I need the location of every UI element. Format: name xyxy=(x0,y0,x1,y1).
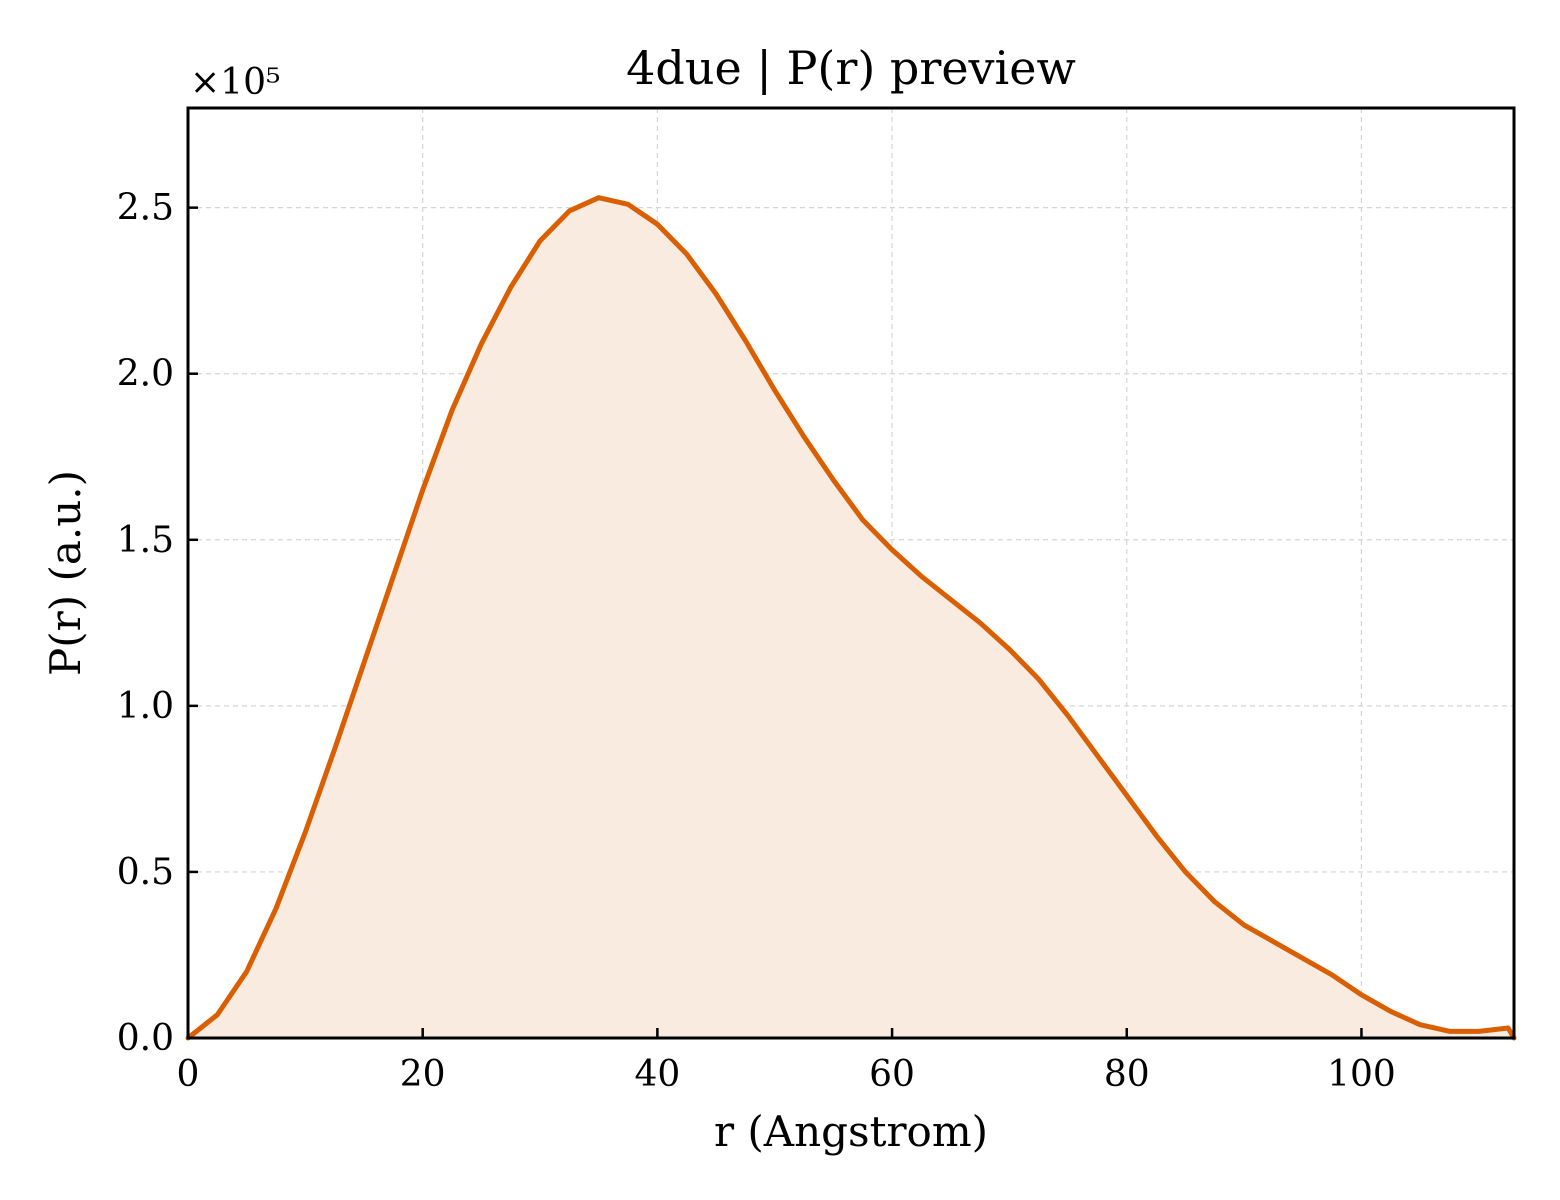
data-point xyxy=(597,196,601,200)
data-point xyxy=(1389,1009,1393,1013)
data-point xyxy=(391,574,395,578)
data-point xyxy=(1447,1029,1451,1033)
data-point xyxy=(1095,754,1099,758)
x-axis-label: r (Angstrom) xyxy=(714,1107,988,1156)
data-point xyxy=(421,488,425,492)
x-tick-label: 60 xyxy=(869,1054,915,1095)
data-point xyxy=(1359,993,1363,997)
x-tick-label: 20 xyxy=(400,1054,446,1095)
data-point xyxy=(1242,923,1246,927)
data-point xyxy=(1271,940,1275,944)
data-point xyxy=(245,970,249,974)
area-fill xyxy=(188,197,1514,1038)
data-point xyxy=(1301,956,1305,960)
data-point xyxy=(1037,677,1041,681)
data-point xyxy=(274,906,278,910)
data-point xyxy=(1477,1029,1481,1033)
x-tick-label: 0 xyxy=(177,1054,200,1095)
data-point xyxy=(1213,900,1217,904)
data-point xyxy=(479,342,483,346)
x-tick-label: 80 xyxy=(1104,1054,1150,1095)
data-point xyxy=(1066,714,1070,718)
y-tick-label: 0.0 xyxy=(117,1018,174,1059)
data-point xyxy=(919,574,923,578)
data-point xyxy=(567,209,571,213)
data-point xyxy=(450,408,454,412)
series-line xyxy=(185,195,1517,1041)
data-point xyxy=(538,239,542,243)
data-point xyxy=(626,202,630,206)
data-point xyxy=(1125,794,1129,798)
data-point xyxy=(685,252,689,256)
data-point xyxy=(743,339,747,343)
axis-ticks xyxy=(186,206,1363,1040)
tick-labels: 0 20 40 60 80 100 0.0 0.5 1.0 1.5 2.0 2.5 xyxy=(117,188,1396,1095)
data-point xyxy=(831,478,835,482)
data-point xyxy=(978,621,982,625)
y-tick-label: 1.0 xyxy=(117,686,174,727)
data-point xyxy=(655,222,659,226)
data-point xyxy=(509,285,513,289)
data-point xyxy=(1330,973,1334,977)
y-tick-label: 2.5 xyxy=(117,188,174,229)
data-point xyxy=(890,548,894,552)
x-tick-label: 100 xyxy=(1327,1054,1396,1095)
data-point xyxy=(362,661,366,665)
chart-title: 4due | P(r) preview xyxy=(626,41,1076,95)
data-point xyxy=(949,598,953,602)
data-point xyxy=(1007,647,1011,651)
x-tick-label: 40 xyxy=(634,1054,680,1095)
y-tick-label: 0.5 xyxy=(117,852,174,893)
y-axis-label: P(r) (a.u.) xyxy=(41,470,90,676)
data-point xyxy=(303,830,307,834)
data-point xyxy=(714,292,718,296)
y-multiplier-label: ×10⁵ xyxy=(190,62,280,103)
data-point xyxy=(333,747,337,751)
data-point xyxy=(1418,1023,1422,1027)
data-point xyxy=(215,1013,219,1017)
data-point xyxy=(1506,1026,1510,1030)
data-point xyxy=(1183,870,1187,874)
y-tick-label: 1.5 xyxy=(117,520,174,561)
data-point xyxy=(773,388,777,392)
data-point xyxy=(861,518,865,522)
data-point xyxy=(1154,833,1158,837)
y-tick-label: 2.0 xyxy=(117,354,174,395)
data-point xyxy=(802,435,806,439)
plot-frame xyxy=(186,106,1516,1040)
